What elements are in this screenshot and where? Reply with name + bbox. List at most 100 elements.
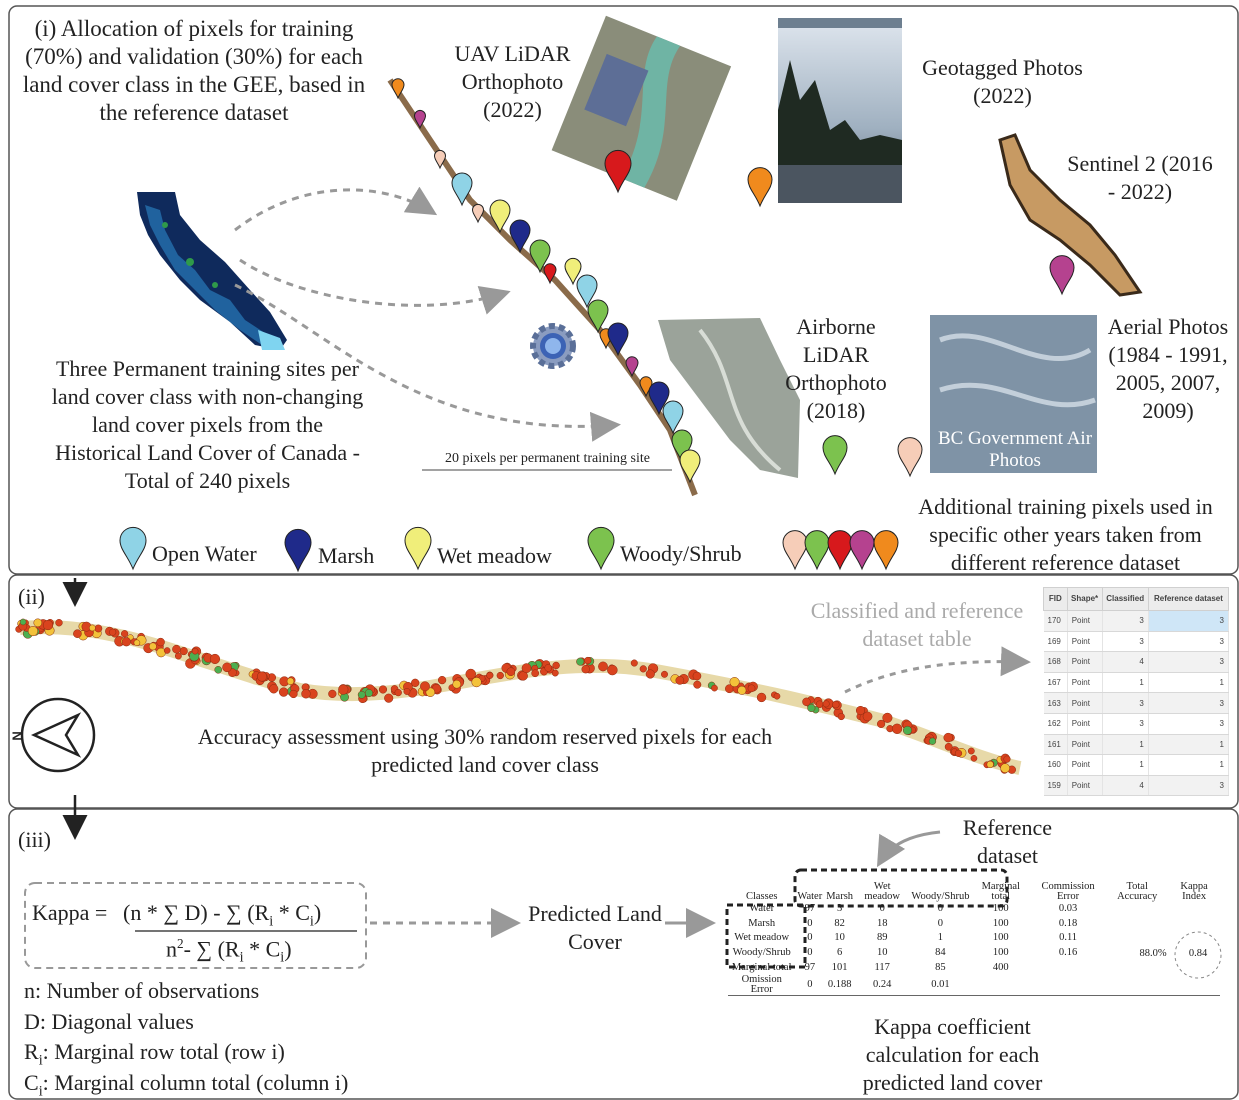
definition-text: : Marginal row total (row i) xyxy=(42,1039,285,1064)
permanent-sites: Three Permanent training sites per land … xyxy=(51,356,364,493)
table-row: Wet meadow 0 10 89 1 100 0.11 xyxy=(728,931,1220,946)
validation-point xyxy=(737,685,747,695)
map-pin xyxy=(489,199,511,234)
definition-text: : Marginal column total (column i) xyxy=(42,1069,349,1095)
validation-point xyxy=(581,665,590,674)
table-cell: 0 xyxy=(879,903,885,915)
table-cell: 3 xyxy=(1148,775,1230,797)
table-cell: 100 xyxy=(992,947,1009,959)
validation-point xyxy=(891,723,903,734)
table-header: Kappa Index xyxy=(1180,881,1208,902)
table-cell: 1 xyxy=(1102,754,1149,776)
panel-label: (iii) xyxy=(18,827,51,852)
dashed-arrow xyxy=(239,258,511,315)
table-cell: 3 xyxy=(837,903,843,915)
panel-frame xyxy=(8,574,1239,809)
panel-title: (i) Allocation of pixels for training (7… xyxy=(22,16,366,125)
kappa-numerator: (n * ∑ D) - ∑ (Ri * Ci) xyxy=(123,899,321,935)
kappa-index: 0.84 xyxy=(1188,948,1208,959)
map-pin xyxy=(391,78,405,100)
map-pin xyxy=(413,109,427,130)
table-cell: Point xyxy=(1067,775,1103,797)
validation-point xyxy=(133,639,141,647)
table-cell: 3 xyxy=(1148,610,1230,632)
table-cell xyxy=(1106,931,1220,946)
validation-point xyxy=(394,688,402,697)
table-row: 170 Point 3 3 xyxy=(1043,610,1230,632)
dashed-arrow xyxy=(234,283,621,442)
table-cell: 1 xyxy=(1148,754,1230,776)
table-cell: 0.18 xyxy=(1058,917,1078,929)
validation-point xyxy=(986,760,994,769)
map-pin xyxy=(679,449,701,484)
table-cell: Marsh xyxy=(748,917,776,929)
table-cell: 117 xyxy=(874,961,890,973)
table-cell xyxy=(1106,917,1220,932)
validation-point xyxy=(807,703,816,713)
table-cell: 0.03 xyxy=(1058,903,1078,915)
table-row: 167 Point 1 1 xyxy=(1043,672,1230,694)
map-pin xyxy=(451,172,473,207)
kappa-highlight xyxy=(1174,931,1222,979)
validation-point xyxy=(756,692,767,703)
total-accuracy: 88.0% xyxy=(1139,948,1167,959)
map-pin xyxy=(509,219,531,254)
validation-point xyxy=(179,647,188,656)
table-row: Omission Error 0 0.188 0.24 0.01 xyxy=(728,974,1220,996)
table-cell: 163 xyxy=(1043,692,1068,714)
table-cell: 0.01 xyxy=(909,974,972,996)
table-row: 159 Point 4 3 xyxy=(1043,775,1230,797)
source-label: Airborne LiDAR Orthophoto (2018) xyxy=(785,314,887,423)
source-label: Aerial Photos (1984 - 1991, 2005, 2007, … xyxy=(1107,314,1229,423)
table-cell: 3 xyxy=(1102,631,1149,653)
table-cell: 4 xyxy=(1102,651,1149,673)
validation-point xyxy=(328,689,337,699)
validation-table: FID Shape* Classified Reference dataset 170 P… xyxy=(1043,587,1230,797)
validation-point xyxy=(19,618,27,626)
validation-point xyxy=(729,677,740,688)
table-header: Marsh xyxy=(826,891,854,902)
validation-point xyxy=(692,671,702,681)
panel-frame xyxy=(8,808,1239,1100)
validation-point xyxy=(1000,763,1010,773)
validation-point xyxy=(855,705,866,716)
table-cell: 170 xyxy=(1043,610,1068,632)
map-pin xyxy=(607,322,629,357)
validation-point xyxy=(55,619,63,627)
site-note: 20 pixels per permanent training site xyxy=(445,451,650,466)
table-cell: 0 xyxy=(807,932,813,944)
formula-text: ) xyxy=(284,936,292,962)
validation-point xyxy=(584,656,592,665)
validation-point xyxy=(882,712,893,723)
legend-label: Wet meadow xyxy=(437,543,552,568)
table-cell: 3 xyxy=(1102,713,1149,735)
table-caption: Classified and reference dataset table xyxy=(810,598,1024,651)
map-pin xyxy=(804,530,830,571)
formula-text: (n * ∑ D) - ∑ (R xyxy=(123,900,270,925)
table-cell: Point xyxy=(1067,734,1103,756)
table-header: Commission Error xyxy=(1041,881,1095,902)
formula-text: - ∑ (R xyxy=(183,936,240,962)
kappa-lhs: Kappa = xyxy=(32,900,108,925)
table-row: 169 Point 3 3 xyxy=(1043,631,1230,653)
definition: Ci: Marginal column total (column i) xyxy=(24,1069,348,1100)
validation-point xyxy=(338,684,349,695)
table-cell: 1 xyxy=(1102,672,1149,694)
table-cell: 1 xyxy=(1102,734,1149,756)
map-pin xyxy=(671,429,693,464)
validation-point xyxy=(403,688,411,695)
validation-point xyxy=(278,687,289,697)
table-cell: 18 xyxy=(876,917,888,929)
validation-point xyxy=(747,684,756,693)
validation-point xyxy=(121,637,131,647)
validation-point xyxy=(94,624,103,633)
historical-map xyxy=(137,192,287,350)
assessment-caption: Accuracy assessment using 30% random res… xyxy=(197,724,773,777)
validation-point xyxy=(120,630,129,638)
map-pin xyxy=(404,526,432,571)
photo-overlay: BC Government Air Photos xyxy=(937,428,1093,471)
table-cell: 3 xyxy=(1102,610,1149,632)
symbol: R xyxy=(24,1039,39,1064)
validation-point xyxy=(1003,755,1011,763)
table-cell: 82 xyxy=(834,917,845,929)
